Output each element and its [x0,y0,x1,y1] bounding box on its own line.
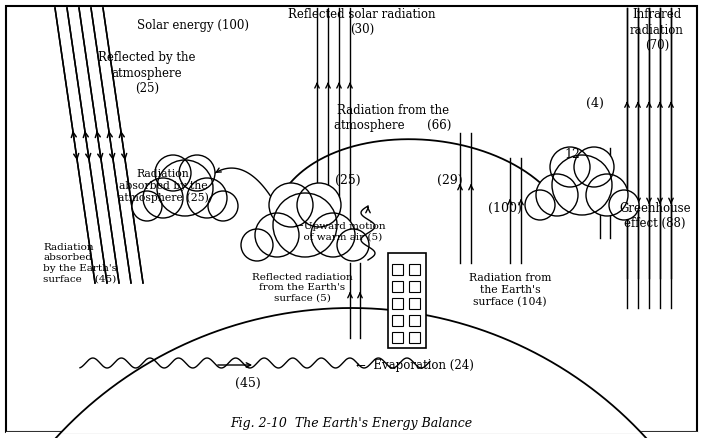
Bar [388,253,426,348]
Circle shape [337,229,369,261]
Text: (29): (29) [437,173,463,187]
Text: Greenhouse
effect (88): Greenhouse effect (88) [619,202,691,230]
Bar [392,264,403,275]
Text: Solar energy (100): Solar energy (100) [137,20,249,32]
Circle shape [609,190,639,220]
Bar [392,315,403,326]
Circle shape [297,183,341,227]
Circle shape [255,213,299,257]
Circle shape [550,147,590,187]
Text: (25): (25) [335,173,361,187]
Circle shape [157,160,213,216]
Text: Reflected radiation
from the Earth's
surface (5): Reflected radiation from the Earth's sur… [252,273,352,303]
Circle shape [552,155,612,215]
Bar [392,281,403,292]
Circle shape [179,155,215,191]
Circle shape [273,193,337,257]
Text: Radiation from
the Earth's
surface (104): Radiation from the Earth's surface (104) [469,273,551,307]
Circle shape [155,155,191,191]
Text: 12: 12 [564,148,580,162]
Circle shape [574,147,614,187]
Circle shape [187,178,227,218]
Circle shape [241,229,273,261]
Text: (45): (45) [235,377,261,389]
Circle shape [208,191,238,221]
Circle shape [132,191,162,221]
Bar [392,332,403,343]
Text: Radiation
absorbed by the
atmosphere (25): Radiation absorbed by the atmosphere (25… [117,169,208,203]
Text: Radiation
absorbed
by the Earth's
surface    (45): Radiation absorbed by the Earth's surfac… [43,243,117,283]
Bar [409,281,420,292]
Circle shape [525,190,555,220]
Circle shape [536,174,578,216]
Text: (100): (100) [488,201,522,215]
Bar [409,298,420,309]
Circle shape [311,213,355,257]
Circle shape [143,178,183,218]
Bar [409,332,420,343]
Text: Fig. 2-10  The Earth's Energy Balance: Fig. 2-10 The Earth's Energy Balance [230,417,472,431]
Text: Radiation from the
atmosphere      (66): Radiation from the atmosphere (66) [335,104,452,132]
Text: ←Upward motion
  of warm air (5): ←Upward motion of warm air (5) [295,223,385,242]
Bar [409,264,420,275]
Bar [392,298,403,309]
Text: (4): (4) [586,96,604,110]
Text: Reflected by the
atmosphere
(25): Reflected by the atmosphere (25) [98,52,195,95]
Text: Reflected solar radiation
(30): Reflected solar radiation (30) [288,8,436,36]
Bar [409,315,420,326]
Circle shape [269,183,313,227]
Circle shape [586,174,628,216]
Text: ←  Evaporation (24): ← Evaporation (24) [356,358,474,371]
Text: Infrared
radiation
(70): Infrared radiation (70) [630,8,684,52]
